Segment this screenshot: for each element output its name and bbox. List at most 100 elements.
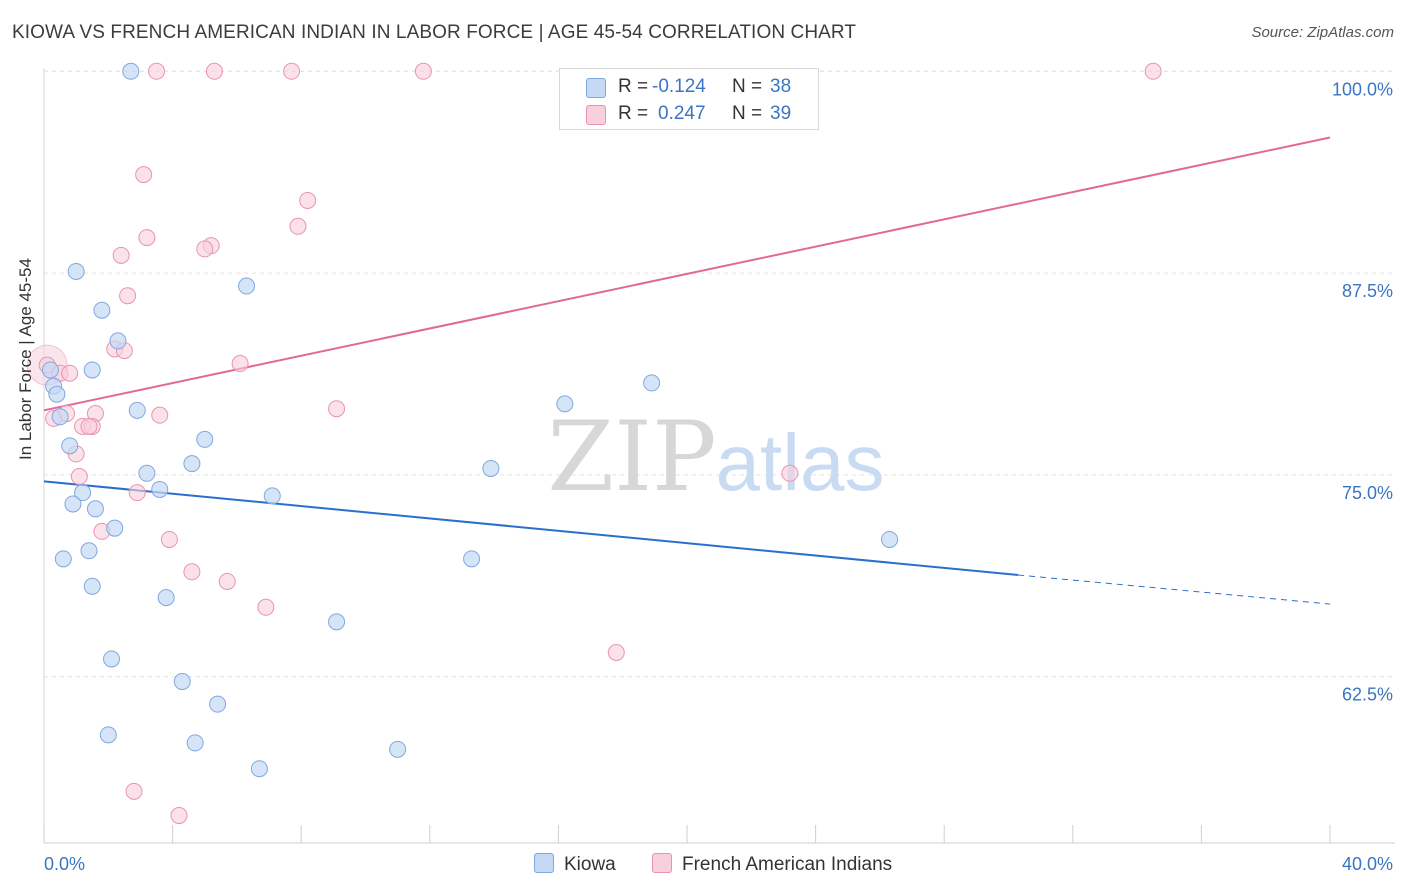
french-point (112, 246, 130, 264)
french-point (138, 229, 156, 247)
french-point (160, 530, 178, 548)
kiowa-point (122, 62, 140, 80)
french-point (283, 62, 301, 80)
kiowa-trend-line (43, 480, 1019, 576)
kiowa-point (209, 695, 227, 713)
kiowa-point (106, 519, 124, 537)
tick-labels: 62.5% 75.0% 87.5% 100.0% 0.0% 40.0% (44, 79, 1393, 874)
french-point (128, 484, 146, 502)
y-tick-label: 62.5% (1342, 685, 1393, 705)
correlation-legend: R = -0.124 N = 38 R = 0.247 N = 39 (559, 68, 819, 130)
grid-lines (44, 70, 1395, 678)
french-point (125, 782, 143, 800)
bottom-legend-kiowa: Kiowa (534, 853, 616, 876)
kiowa-point (93, 301, 111, 319)
kiowa-point (463, 550, 481, 568)
data-points (26, 62, 1162, 825)
kiowa-point (109, 332, 127, 350)
axes (43, 68, 1395, 844)
french-point (231, 355, 249, 373)
legend-n-label: N = (732, 76, 763, 97)
kiowa-point (128, 401, 146, 419)
kiowa-point (389, 740, 407, 758)
french-point (183, 563, 201, 581)
french-point (170, 807, 188, 825)
french-point (148, 62, 166, 80)
kiowa-point (263, 487, 281, 505)
kiowa-point (173, 673, 191, 691)
legend-r-value: 0.247 (658, 103, 706, 124)
kiowa-point (74, 484, 92, 502)
kiowa-point (881, 530, 899, 548)
kiowa-point (83, 577, 101, 595)
kiowa-point (64, 495, 82, 513)
french-point (328, 400, 346, 418)
french-point (61, 364, 79, 382)
kiowa-point (157, 589, 175, 607)
kiowa-point (86, 500, 104, 518)
french-point (607, 643, 625, 661)
kiowa-point (151, 480, 169, 498)
kiowa-point (328, 613, 346, 631)
french-point (414, 62, 432, 80)
legend-r-label: R = (618, 103, 649, 124)
french-point (135, 166, 153, 184)
kiowa-point (643, 374, 661, 392)
french-point (299, 191, 317, 209)
kiowa-point (103, 650, 121, 668)
legend-n-value: 39 (770, 103, 792, 124)
kiowa-point (54, 550, 72, 568)
kiowa-point (196, 430, 214, 448)
kiowa-point (51, 408, 69, 426)
bottom-legend-label-kiowa: Kiowa (564, 854, 616, 875)
french-point (119, 287, 137, 305)
kiowa-point (80, 542, 98, 560)
kiowa-point (83, 361, 101, 379)
legend-swatch-kiowa (586, 78, 606, 98)
kiowa-trend-extension (1018, 574, 1331, 605)
kiowa-point (556, 395, 574, 413)
y-axis-label: In Labor Force | Age 45-54 (16, 258, 35, 460)
bottom-legend-swatch-french (652, 853, 672, 873)
trend-lines (43, 136, 1331, 605)
kiowa-point (482, 459, 500, 477)
bottom-legend-swatch-kiowa (534, 853, 554, 873)
french-point (218, 572, 236, 590)
french-point (196, 240, 214, 258)
watermark-atlas: atlas (716, 418, 885, 507)
kiowa-point (61, 437, 79, 455)
french-point (257, 598, 275, 616)
bottom-legend-label-french: French American Indians (682, 854, 893, 875)
legend-r-value: -0.124 (652, 76, 706, 97)
french-point (70, 468, 88, 486)
x-tick-label: 40.0% (1342, 854, 1393, 874)
kiowa-point (250, 760, 268, 778)
kiowa-point (183, 455, 201, 473)
chart-title: KIOWA VS FRENCH AMERICAN INDIAN IN LABOR… (12, 22, 857, 43)
kiowa-point (238, 277, 256, 295)
y-tick-label: 87.5% (1342, 281, 1393, 301)
kiowa-point (138, 464, 156, 482)
french-point (151, 406, 169, 424)
x-tick-label: 0.0% (44, 854, 85, 874)
watermark-zip: ZIP (547, 401, 716, 513)
legend-swatch-french (586, 105, 606, 125)
y-tick-label: 100.0% (1332, 79, 1393, 99)
french-point (781, 464, 799, 482)
source-label: Source: ZipAtlas.com (1251, 24, 1394, 41)
kiowa-point (99, 726, 117, 744)
y-tick-label: 75.0% (1342, 483, 1393, 503)
french-point (80, 417, 98, 435)
watermark: ZIP atlas (547, 401, 884, 513)
kiowa-point (67, 262, 85, 280)
french-point (205, 62, 223, 80)
kiowa-point (48, 385, 66, 403)
bottom-legend-french: French American Indians (652, 853, 892, 876)
kiowa-point (41, 361, 59, 379)
french-trend-line (43, 136, 1331, 412)
french-point (1144, 62, 1162, 80)
french-point (289, 217, 307, 235)
legend-n-label: N = (732, 103, 763, 124)
legend-r-label: R = (618, 76, 649, 97)
